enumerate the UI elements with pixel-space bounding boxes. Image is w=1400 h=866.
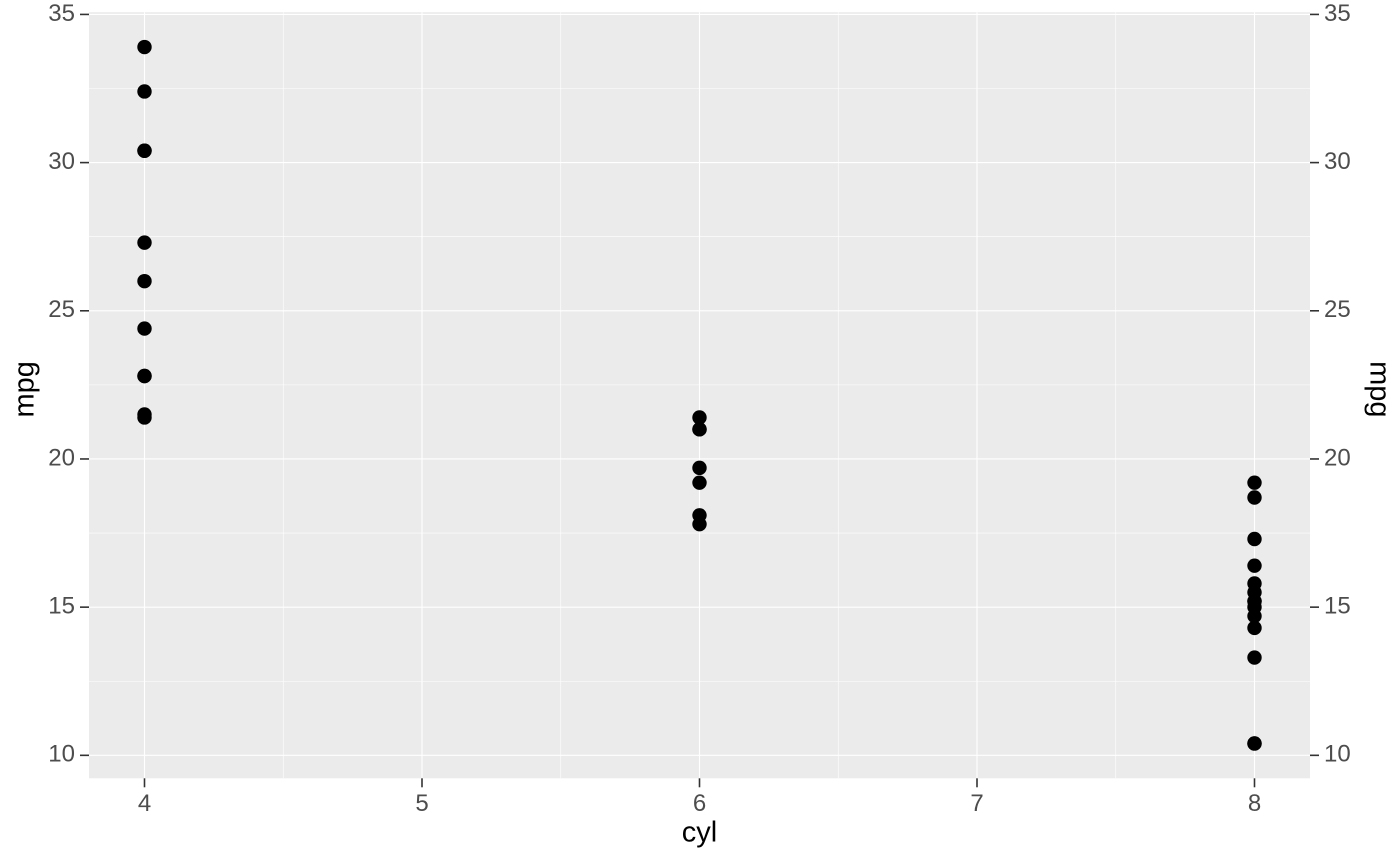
svg-text:10: 10 xyxy=(1324,741,1351,768)
svg-text:20: 20 xyxy=(1324,444,1351,471)
svg-text:7: 7 xyxy=(970,790,983,817)
svg-text:25: 25 xyxy=(48,296,75,323)
svg-text:mpg: mpg xyxy=(1363,361,1395,417)
svg-text:15: 15 xyxy=(48,592,75,619)
svg-text:mpg: mpg xyxy=(9,361,41,417)
svg-text:25: 25 xyxy=(1324,296,1351,323)
svg-text:5: 5 xyxy=(415,790,428,817)
svg-text:30: 30 xyxy=(1324,148,1351,175)
svg-text:4: 4 xyxy=(138,790,151,817)
svg-text:10: 10 xyxy=(48,741,75,768)
svg-text:30: 30 xyxy=(48,148,75,175)
svg-text:6: 6 xyxy=(693,790,706,817)
svg-text:35: 35 xyxy=(1324,0,1351,27)
svg-text:cyl: cyl xyxy=(682,817,717,849)
svg-text:20: 20 xyxy=(48,444,75,471)
svg-text:35: 35 xyxy=(48,0,75,27)
svg-text:8: 8 xyxy=(1248,790,1261,817)
svg-text:15: 15 xyxy=(1324,592,1351,619)
